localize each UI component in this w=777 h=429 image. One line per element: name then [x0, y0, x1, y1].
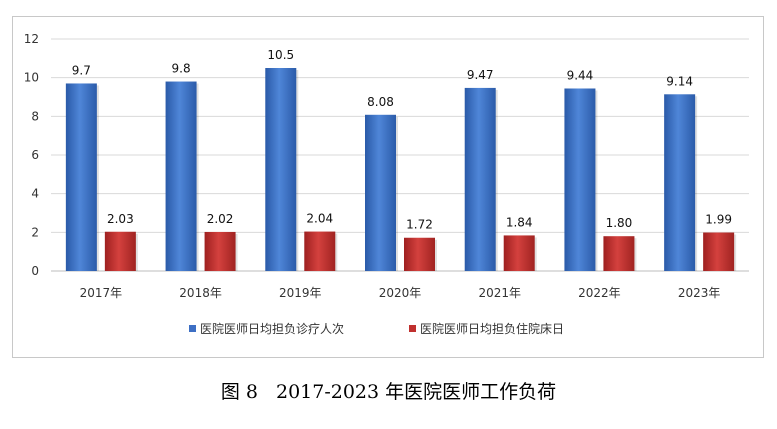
bar-inpatient — [404, 237, 435, 271]
y-tick-label: 2 — [31, 225, 39, 239]
bar-outpatient — [65, 83, 97, 271]
bar-inpatient — [204, 231, 236, 271]
data-label: 10.5 — [267, 48, 294, 62]
legend-swatch — [409, 325, 416, 332]
y-tick-label: 4 — [31, 187, 39, 201]
bar-outpatient — [265, 68, 297, 271]
bar-outpatient — [165, 81, 197, 272]
chart-frame: 0 2 4 6 8 10 12 2017年 2018年 2019年 2020年 2021年 2022年 2… — [12, 16, 764, 358]
x-tick-label: 2018年 — [179, 286, 222, 300]
x-tick-label: 2020年 — [379, 286, 422, 300]
bar-inpatient — [304, 231, 336, 271]
data-label: 1.99 — [705, 213, 732, 227]
data-label: 2.04 — [306, 212, 333, 226]
y-tick-label: 6 — [31, 148, 39, 162]
bar-outpatient — [564, 88, 596, 271]
axes: 0 2 4 6 8 10 12 2017年 2018年 2019年 2020年 2021年 2022年 2… — [24, 32, 721, 300]
y-tick-label: 0 — [31, 264, 39, 278]
data-label: 1.80 — [606, 216, 633, 230]
bar-inpatient — [603, 236, 635, 271]
data-label: 9.44 — [567, 68, 594, 82]
data-label: 2.02 — [207, 212, 234, 226]
bar-chart: 0 2 4 6 8 10 12 2017年 2018年 2019年 2020年 2021年 2022年 2… — [24, 32, 749, 336]
data-label: 1.84 — [506, 215, 533, 229]
figure-number: 图 8 — [220, 381, 258, 403]
y-tick-label: 8 — [31, 109, 39, 123]
data-label: 1.72 — [406, 218, 433, 232]
figure-caption: 图 8 2017-2023 年医院医师工作负荷 — [0, 377, 777, 404]
figure-title: 2017-2023 年医院医师工作负荷 — [275, 381, 557, 403]
legend-swatch — [189, 325, 196, 332]
data-label: 9.7 — [72, 63, 91, 77]
bar-inpatient — [703, 232, 735, 271]
bar-outpatient — [365, 114, 396, 271]
data-label: 9.47 — [467, 68, 494, 82]
bar-inpatient — [104, 231, 136, 271]
bar-inpatient — [503, 235, 535, 271]
y-tick-label: 12 — [24, 32, 39, 46]
data-labels: 9.7 2.03 9.8 2.02 10.5 2.04 8.08 1.72 9.47 1.84 9.… — [72, 48, 732, 232]
legend-label: 医院医师日均担负住院床日 — [420, 322, 564, 336]
data-label: 2.03 — [107, 212, 134, 226]
data-label: 9.8 — [172, 62, 191, 76]
gridlines — [51, 38, 749, 272]
x-tick-label: 2021年 — [478, 286, 521, 300]
y-tick-label: 10 — [24, 71, 39, 85]
x-tick-label: 2022年 — [578, 286, 621, 300]
legend: 医院医师日均担负诊疗人次 医院医师日均担负住院床日 — [189, 322, 564, 336]
x-tick-label: 2023年 — [678, 286, 721, 300]
bar-outpatient — [664, 94, 696, 271]
bars — [65, 68, 737, 272]
data-label: 9.14 — [666, 74, 693, 88]
x-tick-label: 2019年 — [279, 286, 322, 300]
x-tick-label: 2017年 — [80, 286, 123, 300]
legend-label: 医院医师日均担负诊疗人次 — [200, 322, 344, 336]
data-label: 8.08 — [367, 95, 394, 109]
bar-outpatient — [464, 87, 496, 271]
